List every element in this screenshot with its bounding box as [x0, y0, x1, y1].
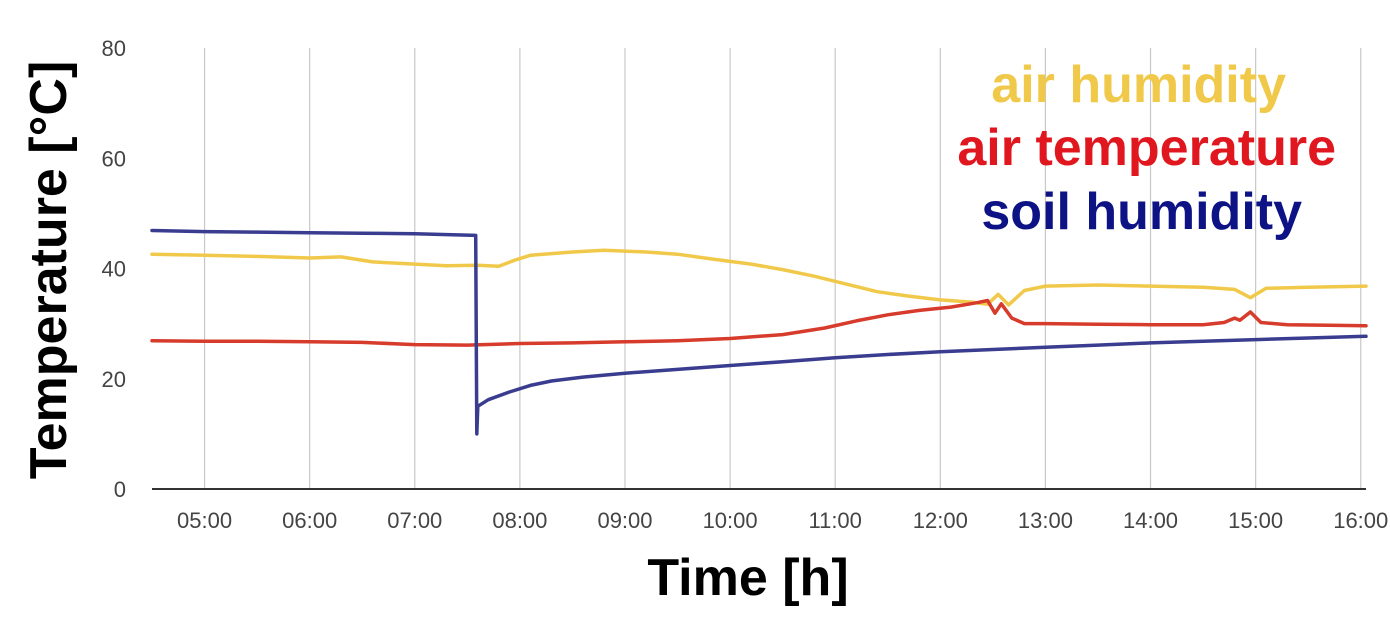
y-axis-title: Temperature [°C] [20, 61, 78, 480]
x-tick-label: 15:00 [1228, 508, 1283, 533]
series-line-soil-humidity [150, 228, 1368, 436]
y-tick-label: 80 [102, 36, 126, 61]
x-tick-label: 16:00 [1333, 508, 1388, 533]
y-tick-label: 20 [102, 367, 126, 392]
x-tick-label: 06:00 [282, 508, 337, 533]
y-tick-label: 60 [102, 146, 126, 171]
x-tick-label: 09:00 [597, 508, 652, 533]
legend: air humidity air temperature soil humidi… [957, 56, 1336, 241]
vertical-gridlines [203, 48, 1362, 489]
series-line-air-humidity [150, 248, 1368, 307]
y-tick-label: 40 [102, 257, 126, 282]
x-axis-title: Time [h] [647, 549, 848, 607]
y-tick-label: 0 [114, 477, 126, 502]
legend-label-air-temperature: air temperature [957, 119, 1336, 177]
legend-label-soil-humidity: soil humidity [981, 183, 1302, 241]
x-tick-label: 08:00 [492, 508, 547, 533]
series-line-air-temperature [150, 298, 1368, 347]
x-tick-label: 05:00 [177, 508, 232, 533]
x-tick-label: 12:00 [913, 508, 968, 533]
x-tick-label: 10:00 [703, 508, 758, 533]
y-tick-labels: 0 20 40 60 80 [102, 36, 126, 502]
legend-label-air-humidity: air humidity [991, 56, 1286, 114]
x-tick-label: 07:00 [387, 508, 442, 533]
x-tick-label: 14:00 [1123, 508, 1178, 533]
series-lines [150, 228, 1368, 436]
x-tick-label: 11:00 [808, 508, 861, 533]
x-tick-label: 13:00 [1018, 508, 1073, 533]
x-tick-labels: 05:00 06:00 07:00 08:00 09:00 10:00 11:00 12:00… [177, 508, 1388, 533]
